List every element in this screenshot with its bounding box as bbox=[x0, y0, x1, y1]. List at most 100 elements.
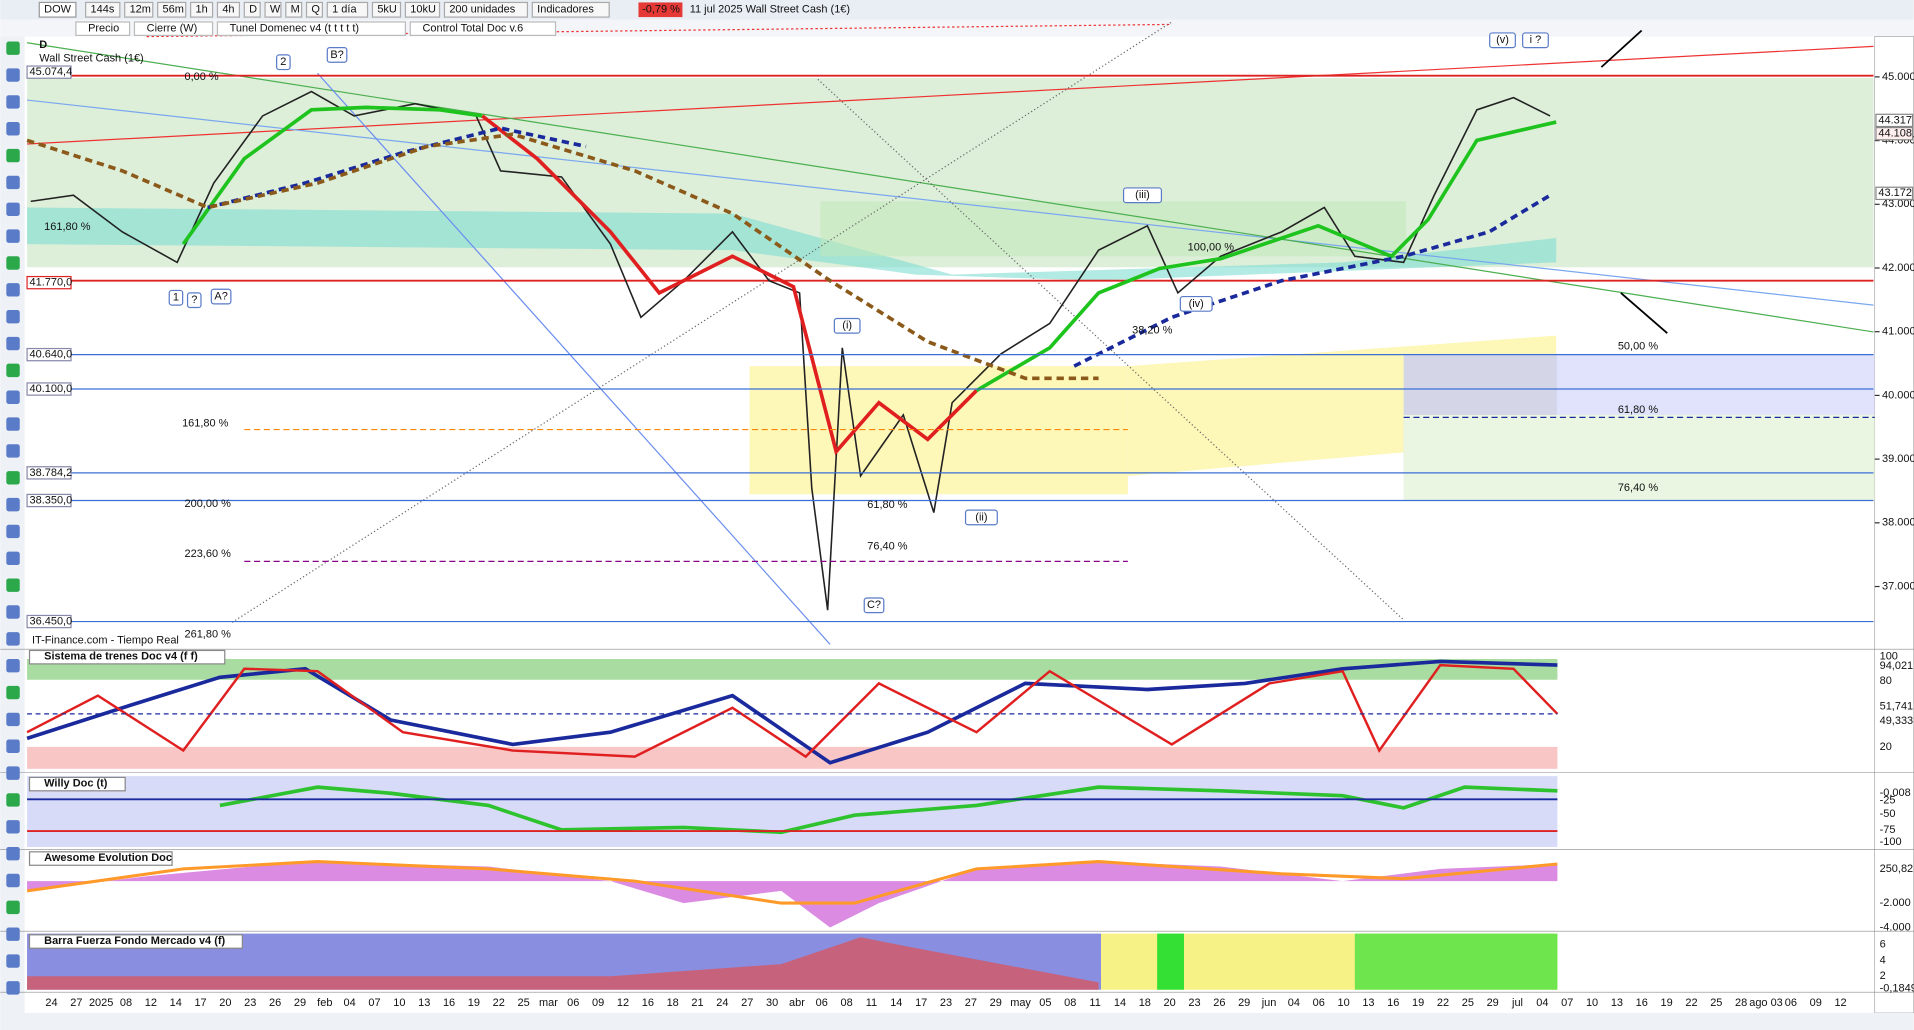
tool-icon[interactable] bbox=[6, 820, 20, 834]
button[interactable] bbox=[285, 1, 303, 18]
button[interactable] bbox=[189, 1, 214, 18]
tool-icon[interactable] bbox=[6, 524, 20, 539]
button[interactable] bbox=[124, 1, 154, 18]
tool-icon[interactable] bbox=[6, 41, 20, 55]
tool-icon[interactable] bbox=[6, 256, 20, 270]
tool-icon[interactable] bbox=[6, 417, 20, 431]
button-label: D bbox=[249, 4, 257, 16]
date-label: 22 bbox=[1437, 997, 1449, 1009]
tool-icon[interactable] bbox=[6, 605, 20, 619]
date-label: 20 bbox=[1164, 997, 1176, 1009]
tool-icon[interactable] bbox=[6, 712, 20, 727]
tool-icon[interactable] bbox=[6, 202, 20, 217]
moving-average bbox=[1073, 193, 1552, 368]
date-label: 23 bbox=[940, 997, 952, 1009]
tool-icon[interactable] bbox=[6, 363, 20, 378]
price-tick-label: 43.000 bbox=[1882, 198, 1914, 210]
date-label: 2025 bbox=[89, 997, 113, 1009]
tool-icon[interactable] bbox=[6, 283, 20, 297]
button[interactable] bbox=[85, 1, 121, 18]
date-label: 11 bbox=[866, 997, 877, 1009]
date-label: 22 bbox=[1685, 997, 1697, 1009]
tool-icon[interactable] bbox=[6, 659, 20, 673]
button[interactable] bbox=[371, 1, 402, 18]
tool-icon[interactable] bbox=[6, 551, 20, 566]
panel-borders bbox=[0, 648, 1914, 993]
panel-axis-label: -100 bbox=[1880, 836, 1902, 848]
panel-axis-label: 2 bbox=[1880, 970, 1886, 982]
date-label: 25 bbox=[1710, 997, 1722, 1009]
level-label: 36.450,0 bbox=[30, 615, 73, 627]
tool-icon[interactable] bbox=[6, 175, 20, 190]
tool-icon[interactable] bbox=[6, 390, 20, 404]
button[interactable] bbox=[38, 1, 77, 18]
panel-axis-label: 49,333 bbox=[1880, 715, 1914, 727]
indicator-chip[interactable] bbox=[216, 21, 406, 37]
cyan-cloud bbox=[27, 207, 1557, 281]
tool-icon[interactable] bbox=[6, 95, 20, 109]
tool-icon[interactable] bbox=[6, 444, 20, 458]
button[interactable] bbox=[243, 1, 261, 18]
tool-icon[interactable] bbox=[6, 68, 20, 82]
date-label: feb bbox=[317, 997, 332, 1009]
indicator-chip[interactable] bbox=[409, 21, 557, 37]
trend-line bbox=[817, 78, 1405, 621]
button[interactable] bbox=[443, 1, 529, 18]
indicator-chip[interactable] bbox=[133, 21, 214, 37]
tool-icon[interactable] bbox=[6, 578, 20, 592]
annotation-box bbox=[1522, 32, 1549, 49]
tool-icon[interactable] bbox=[6, 846, 20, 861]
tool-icon[interactable] bbox=[6, 497, 20, 512]
tool-icon[interactable] bbox=[6, 122, 20, 136]
tool-icon[interactable] bbox=[6, 900, 20, 915]
tool-icon[interactable] bbox=[6, 954, 20, 968]
tool-icon[interactable] bbox=[6, 873, 20, 888]
fib-label: 200,00 % bbox=[185, 498, 232, 510]
level-label: 40.100,0 bbox=[30, 383, 73, 395]
panel-title: Sistema de trenes Doc v4 (f f) bbox=[44, 650, 198, 662]
date-label: 07 bbox=[1561, 997, 1573, 1009]
annotation: 1 bbox=[173, 292, 179, 304]
tool-icon[interactable] bbox=[6, 336, 20, 351]
button[interactable] bbox=[404, 1, 441, 18]
panel-title: Awesome Evolution Doc bbox=[44, 852, 172, 864]
date-label: 24 bbox=[45, 997, 57, 1009]
date-label: jul bbox=[1511, 997, 1523, 1009]
button-label: 144s bbox=[91, 4, 115, 16]
button[interactable] bbox=[326, 1, 369, 18]
annotation: i ? bbox=[1530, 34, 1542, 46]
arrow bbox=[1620, 292, 1668, 334]
tool-icon[interactable] bbox=[6, 685, 20, 700]
button[interactable] bbox=[305, 1, 324, 18]
level-tag bbox=[26, 275, 72, 290]
tool-icon[interactable] bbox=[6, 927, 20, 941]
annotation: (ii) bbox=[975, 511, 987, 523]
date-label: 10 bbox=[1586, 997, 1598, 1009]
price-tick-label: 45.000 bbox=[1882, 71, 1914, 83]
panel-axis-label: 250,82 bbox=[1880, 863, 1914, 875]
date-label: 16 bbox=[1387, 997, 1399, 1009]
annotation: (iii) bbox=[1135, 189, 1150, 201]
date-label: 24 bbox=[716, 997, 728, 1009]
button[interactable] bbox=[157, 1, 187, 18]
button[interactable] bbox=[531, 1, 610, 18]
indicator-chip[interactable] bbox=[75, 21, 131, 37]
panel-title: Willy Doc (t) bbox=[44, 777, 108, 789]
tool-icon[interactable] bbox=[6, 739, 20, 753]
tool-icon[interactable] bbox=[6, 471, 20, 485]
fib-label: 100,00 % bbox=[1188, 242, 1235, 254]
annotation: C? bbox=[867, 599, 881, 611]
tool-icon[interactable] bbox=[6, 229, 20, 243]
tool-icon[interactable] bbox=[6, 148, 20, 163]
date-label: 20 bbox=[219, 997, 231, 1009]
tool-icon[interactable] bbox=[6, 981, 20, 995]
price-tag-label: 43.172 bbox=[1878, 187, 1912, 199]
level-label: 45.074,4 bbox=[30, 66, 73, 78]
tool-icon[interactable] bbox=[6, 632, 20, 646]
tool-icon[interactable] bbox=[6, 309, 20, 324]
chart-title: Wall Street Cash (1€) bbox=[39, 52, 143, 64]
tool-icon[interactable] bbox=[6, 793, 20, 807]
button[interactable] bbox=[264, 1, 282, 18]
tool-icon[interactable] bbox=[6, 766, 20, 780]
button[interactable] bbox=[216, 1, 241, 18]
